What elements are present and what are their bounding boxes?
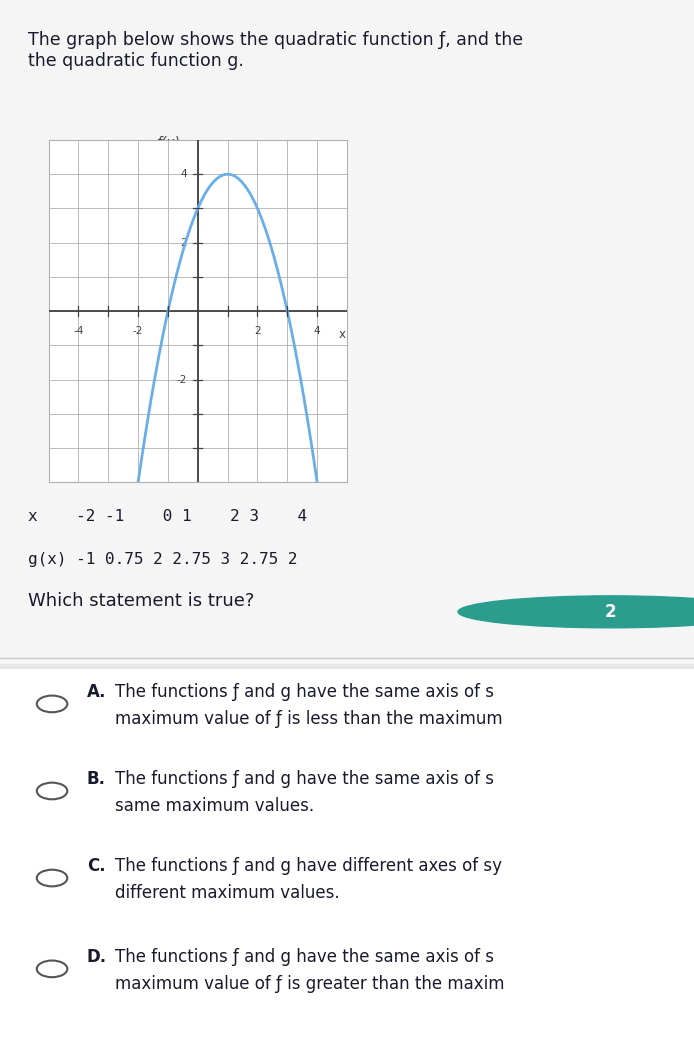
Text: B.: B. <box>87 770 105 788</box>
Text: C.: C. <box>87 858 105 875</box>
Text: maximum value of ƒ is greater than the maxim: maximum value of ƒ is greater than the m… <box>115 975 504 992</box>
Text: A.: A. <box>87 683 106 701</box>
Text: -2: -2 <box>133 327 143 336</box>
Text: f(x): f(x) <box>156 136 180 149</box>
Text: The functions ƒ and g have the same axis of s: The functions ƒ and g have the same axis… <box>115 948 493 966</box>
Text: different maximum values.: different maximum values. <box>115 884 339 902</box>
Text: The functions ƒ and g have different axes of sy: The functions ƒ and g have different axe… <box>115 858 502 875</box>
Text: The functions ƒ and g have the same axis of s: The functions ƒ and g have the same axis… <box>115 683 493 701</box>
Text: Which statement is true?: Which statement is true? <box>28 592 254 610</box>
Text: 2: 2 <box>254 327 261 336</box>
Text: 2: 2 <box>605 602 616 621</box>
Text: -4: -4 <box>74 327 83 336</box>
Text: D.: D. <box>87 948 107 966</box>
Text: g(x) -1 0.75 2 2.75 3 2.75 2: g(x) -1 0.75 2 2.75 3 2.75 2 <box>28 552 297 567</box>
Text: same maximum values.: same maximum values. <box>115 796 314 815</box>
Text: x: x <box>339 328 346 341</box>
Text: 4: 4 <box>180 169 187 179</box>
Text: 4: 4 <box>314 327 321 336</box>
Text: maximum value of ƒ is less than the maximum: maximum value of ƒ is less than the maxi… <box>115 709 502 728</box>
Text: 2: 2 <box>180 237 187 248</box>
Text: The functions ƒ and g have the same axis of s: The functions ƒ and g have the same axis… <box>115 770 493 788</box>
Text: -2: -2 <box>177 374 187 385</box>
Text: The graph below shows the quadratic function ƒ, and the
the quadratic function g: The graph below shows the quadratic func… <box>28 31 523 69</box>
Text: x    -2 -1    0 1    2 3    4: x -2 -1 0 1 2 3 4 <box>28 509 307 525</box>
Circle shape <box>458 596 694 627</box>
